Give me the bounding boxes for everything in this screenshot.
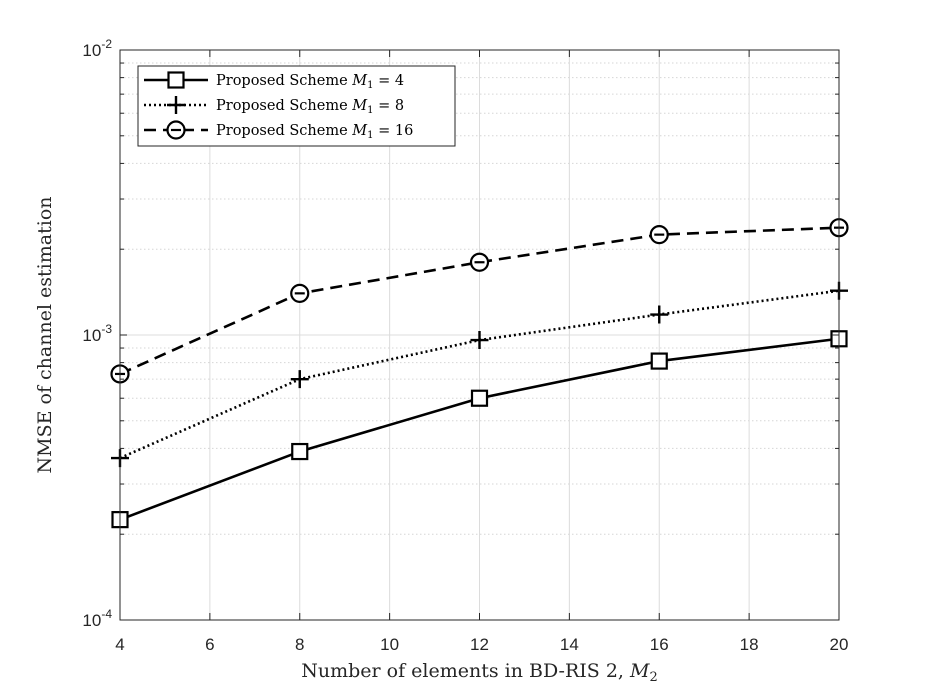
plus-marker xyxy=(167,96,185,114)
legend-label: Proposed Scheme M1 = 4 xyxy=(216,73,404,91)
x-tick-label: 12 xyxy=(470,635,489,654)
square-marker xyxy=(650,352,668,370)
legend-entry-1: Proposed Scheme M1 = 4 xyxy=(144,71,404,91)
legend-entry-3: Proposed Scheme M1 = 16 xyxy=(144,120,413,141)
x-tick-label: 18 xyxy=(740,635,759,654)
y-tick-label: 10-3 xyxy=(82,322,112,345)
x-tick-label: 6 xyxy=(205,635,214,654)
y-tick-label: 10-4 xyxy=(82,607,112,630)
square-marker xyxy=(167,71,185,89)
x-tick-label: 20 xyxy=(830,635,849,654)
x-tick-label: 14 xyxy=(560,635,579,654)
x-tick-label: 10 xyxy=(380,635,399,654)
legend-label: Proposed Scheme M1 = 16 xyxy=(216,123,413,141)
y-tick-label: 10-2 xyxy=(82,37,112,60)
legend: Proposed Scheme M1 = 4 Proposed Scheme M1… xyxy=(137,65,456,147)
square-marker xyxy=(470,389,489,407)
square-marker xyxy=(291,442,309,461)
plus-marker xyxy=(470,331,489,350)
x-tick-label: 16 xyxy=(650,635,669,654)
x-axis-title: Number of elements in BD-RIS 2, M2 xyxy=(301,660,658,685)
x-tick-label: 8 xyxy=(295,635,304,654)
axis-ticks: 4 6 8 10 12 14 16 18 20 10-4 10-3 10-2 xyxy=(82,37,848,654)
legend-entry-2: Proposed Scheme M1 = 8 xyxy=(144,96,404,116)
x-tick-label: 4 xyxy=(115,635,124,654)
y-axis-title: NMSE of channel estimation xyxy=(34,197,56,474)
plus-marker xyxy=(290,370,309,389)
legend-label: Proposed Scheme M1 = 8 xyxy=(216,98,404,116)
plus-marker xyxy=(650,305,669,324)
